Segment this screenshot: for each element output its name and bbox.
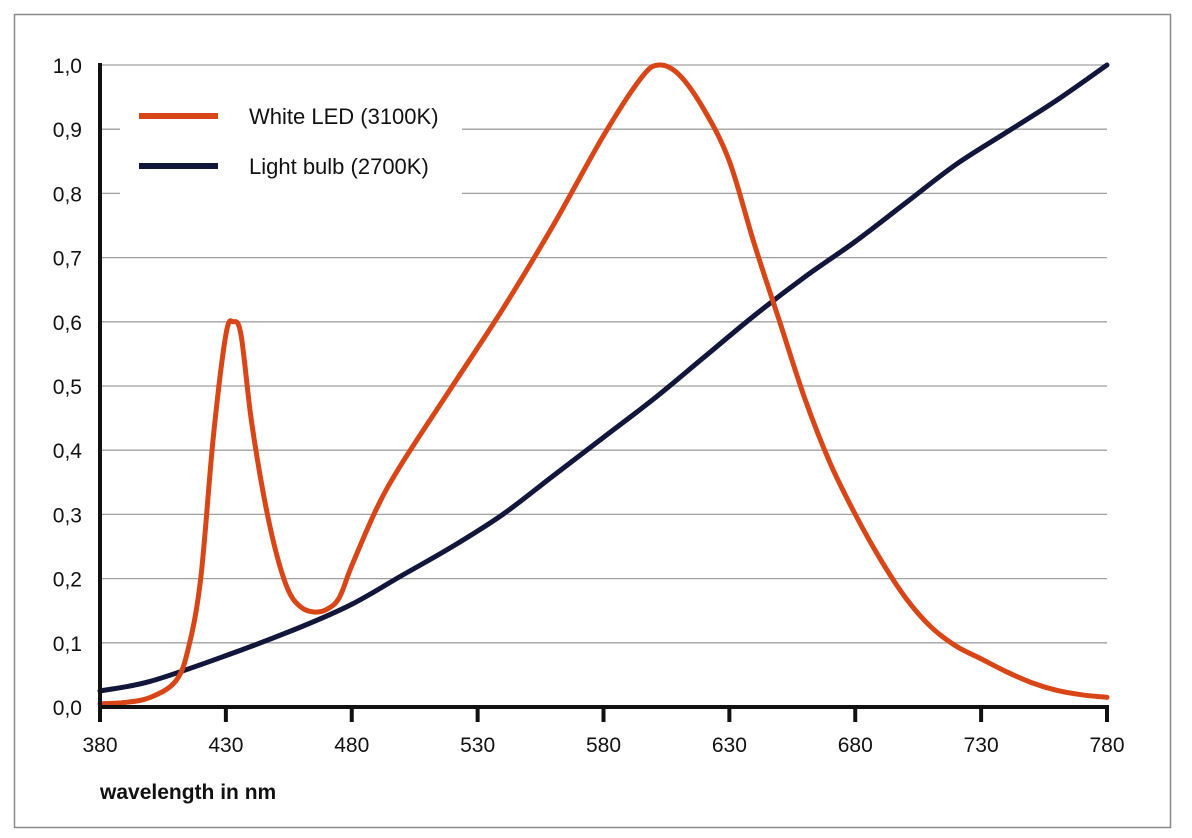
- legend-label: White LED (3100K): [249, 104, 439, 129]
- legend-label: Light bulb (2700K): [249, 154, 429, 179]
- y-tick-label: 0,9: [53, 119, 82, 142]
- y-tick-label: 0,6: [53, 312, 82, 335]
- y-tick-label: 0,3: [53, 504, 82, 527]
- x-tick-label: 480: [334, 734, 369, 757]
- x-tick-label: 630: [712, 734, 747, 757]
- series-line-light-bulb-2700k: [97, 62, 1110, 694]
- y-tick-label: 0,1: [53, 633, 82, 656]
- x-tick-label: 430: [208, 734, 243, 757]
- y-tick-label: 0,2: [53, 569, 82, 592]
- x-tick-label: 780: [1089, 734, 1124, 757]
- x-axis-label: wavelength in nm: [99, 781, 276, 804]
- x-tick-label: 380: [82, 734, 117, 757]
- series-line-white-led-3100k: [97, 62, 1110, 707]
- x-tick-label: 530: [460, 734, 495, 757]
- y-tick-label: 0,4: [53, 440, 83, 463]
- legend-background: [120, 82, 462, 194]
- y-tick-label: 0,8: [53, 183, 82, 206]
- y-tick-label: 1,0: [53, 55, 82, 78]
- y-tick-label: 0,5: [53, 376, 82, 399]
- x-tick-label: 680: [838, 734, 873, 757]
- y-tick-label: 0,7: [53, 248, 82, 271]
- legend: White LED (3100K) Light bulb (2700K): [139, 104, 439, 179]
- x-tick-label: 730: [964, 734, 999, 757]
- x-tick-label: 580: [586, 734, 621, 757]
- y-tick-label: 0,0: [53, 697, 82, 720]
